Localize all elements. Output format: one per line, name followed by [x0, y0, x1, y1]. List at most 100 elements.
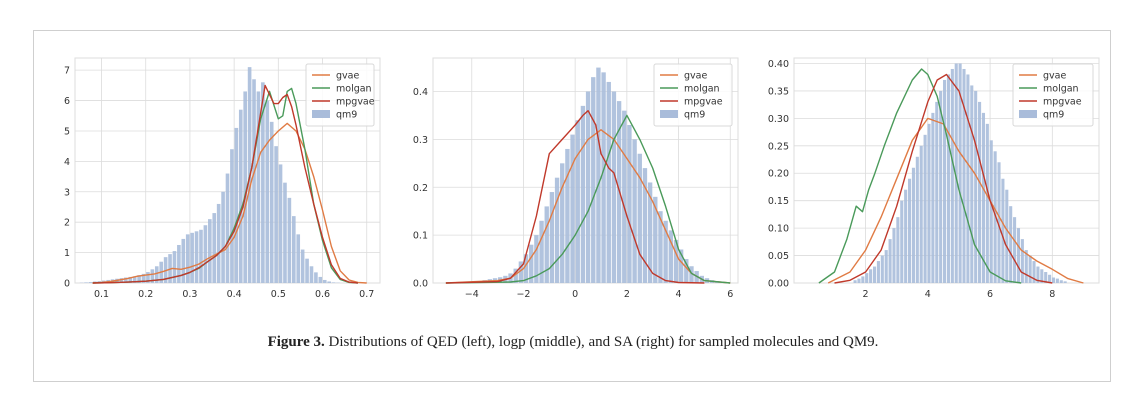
qm9-hist-bar — [318, 276, 323, 283]
figure-caption: Figure 3. Distributions of QED (left), l… — [0, 334, 1146, 351]
legend-label-qm9: qm9 — [1043, 110, 1064, 121]
qm9-hist-bar — [146, 272, 150, 283]
qm9-hist-bar — [861, 276, 865, 283]
mpgvae-line — [92, 84, 358, 284]
gvae-line — [92, 122, 367, 284]
qm9-hist-bar — [1001, 178, 1005, 283]
y-tick-label: 0.4 — [413, 87, 428, 98]
qm9-hist-bar — [124, 277, 128, 283]
x-tick-label: −2 — [516, 289, 530, 300]
qm9-hist-bar — [549, 192, 555, 283]
qm9-hist-bar — [141, 273, 146, 283]
y-tick-label: 0.0 — [413, 279, 428, 290]
qm9-hist-bar — [177, 244, 181, 283]
qm9-hist-bar — [943, 79, 947, 283]
qm9-hist-bar — [565, 148, 570, 283]
logp-chart: −4 −2 0 2 4 6 0.0 0.1 0.2 0.3 0.4 gvae molgan mpgvae q… — [413, 57, 739, 300]
qm9-hist-bar — [154, 266, 159, 283]
qm9-hist-bar — [596, 67, 601, 284]
qm9-hist-bar — [1020, 239, 1024, 283]
y-tick-label: 0.05 — [768, 251, 789, 262]
y-tick-label: 5 — [64, 126, 70, 137]
y-tick-label: 0.35 — [768, 86, 789, 97]
legend-label-gvae: gvae — [336, 71, 359, 82]
qm9-hist-bar — [653, 196, 658, 283]
qm9-hist-bar — [172, 251, 177, 283]
x-tick-label: 0.7 — [359, 289, 374, 300]
y-tick-label: 0.30 — [768, 114, 789, 125]
qm9-hist-bar — [208, 219, 212, 283]
qm9-hist-bar — [880, 255, 884, 283]
qm9-hist-bar — [252, 79, 256, 283]
qm9-hist-bar — [216, 203, 221, 283]
x-tick-label: 0.2 — [138, 289, 153, 300]
qm9-hist-bar — [1055, 278, 1059, 283]
qm9-hist-bar — [1016, 228, 1021, 283]
molgan-line — [818, 68, 1022, 284]
qm9-hist-bar — [274, 146, 278, 283]
qm9-hist-bar — [911, 167, 915, 283]
y-tick-label: 0.25 — [768, 141, 789, 152]
caption-label: Figure 3. — [267, 334, 325, 350]
qm9-hist-bar — [1032, 261, 1036, 283]
qm9-hist-bar — [278, 164, 283, 283]
molgan-line — [445, 114, 731, 284]
qm9-hist-bar — [128, 276, 133, 283]
x-tick-label: 0.1 — [94, 289, 109, 300]
qm9-hist-bar — [256, 91, 261, 283]
qm9-hist-bar — [523, 254, 529, 283]
qm9-hist-bar — [601, 72, 606, 284]
mpgvae-line — [834, 73, 1053, 284]
qm9-hist-bar — [931, 112, 935, 283]
qm9-hist-bar — [876, 261, 880, 283]
y-tick-label: 2 — [64, 218, 70, 229]
y-tick-label: 0.1 — [413, 231, 428, 242]
qm9-hist-bar — [322, 279, 327, 283]
qm9-hist-bar — [989, 140, 993, 283]
qm9-hist-bar — [305, 258, 309, 283]
x-tick-label: 2 — [863, 289, 869, 300]
qm9-hist-bar — [309, 266, 314, 283]
x-tick-label: 0.5 — [271, 289, 286, 300]
qm9-hist-bar — [1044, 272, 1048, 283]
qm9-hist-bar — [927, 123, 931, 283]
qm9-hist-bar — [296, 234, 301, 283]
qm9-hist-bar — [230, 149, 234, 283]
y-tick-label: 4 — [64, 157, 70, 168]
legend-label-mpgvae: mpgvae — [1043, 97, 1082, 108]
x-tick-label: −4 — [465, 289, 479, 300]
qm9-hist-bar — [935, 101, 939, 283]
x-tick-label: 4 — [676, 289, 682, 300]
qm9-hist-bar — [132, 276, 137, 283]
qm9-hist-bar — [1036, 266, 1040, 283]
x-tick-label: 0.4 — [227, 289, 242, 300]
qm9-hist-bar — [243, 91, 247, 283]
qm9-hist-bar — [658, 211, 663, 283]
legend-label-gvae: gvae — [684, 71, 707, 82]
qm9-hist-bar — [591, 77, 596, 284]
qm9-hist-bar — [950, 68, 954, 283]
qm9-hist-bar — [291, 216, 296, 283]
qm9-hist-bar — [853, 280, 857, 283]
y-tick-label: 0.3 — [413, 135, 428, 146]
qm9-hist-bar — [642, 168, 648, 283]
x-tick-label: 0.6 — [315, 289, 330, 300]
qm9-hist-bar — [966, 74, 970, 284]
y-tick-label: 6 — [64, 96, 70, 107]
legend-swatch-qm9 — [312, 110, 330, 118]
qm9-hist-bar — [534, 235, 539, 283]
qm9-hist-bar — [647, 182, 653, 283]
qm9-hist-bar — [869, 269, 873, 283]
legend-label-qm9: qm9 — [336, 110, 357, 121]
qm9-hist-bar — [225, 173, 230, 283]
qm9-hist-bar — [150, 269, 155, 283]
qm9-hist-bar — [1040, 269, 1044, 283]
legend-label-molgan: molgan — [684, 84, 720, 95]
qm9-hist-bar — [560, 163, 565, 283]
qm9-hist-bar — [1005, 189, 1009, 283]
qm9-hist-bar — [637, 153, 642, 283]
qm9-hist-bar — [970, 85, 974, 283]
qm9-hist-bar — [904, 189, 908, 283]
qm9-hist-bar — [194, 231, 199, 283]
qm9-hist-bar — [185, 234, 190, 283]
